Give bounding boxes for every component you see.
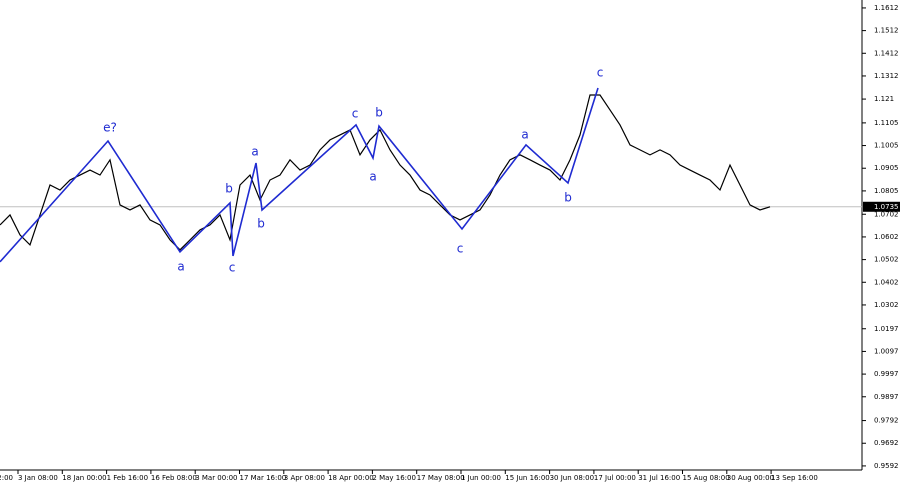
- x-tick-label: 17 Mar 16:00: [240, 474, 287, 482]
- x-tick-label: 3 Apr 08:00: [284, 474, 325, 482]
- y-tick-label: 1.0502: [874, 256, 899, 264]
- x-tick-label: 3 Mar 00:00: [195, 474, 237, 482]
- x-tick-label: 2 May 16:00: [372, 474, 416, 482]
- wave-label: e?: [103, 121, 117, 135]
- wave-label: b: [564, 191, 572, 205]
- wave-label: a: [251, 145, 258, 159]
- y-tick-label: 1.1005: [874, 142, 899, 150]
- wave-line: [0, 87, 599, 263]
- price-tag-label: 1.0735: [874, 203, 899, 211]
- x-tick-label: 30 Aug 00:00: [727, 474, 774, 482]
- wave-label: a: [521, 128, 528, 142]
- wave-label: c: [352, 107, 359, 121]
- y-tick-label: 0.9592: [874, 462, 899, 470]
- y-tick-label: 0.9792: [874, 417, 899, 425]
- y-tick-label: 1.0905: [874, 164, 899, 172]
- y-tick-label: 1.1512: [874, 27, 899, 35]
- x-tick-label: 2:00: [0, 474, 13, 482]
- x-tick-label: 15 Jun 16:00: [505, 474, 549, 482]
- x-tick-label: 17 Jul 00:00: [594, 474, 636, 482]
- y-tick-label: 1.0097: [874, 347, 899, 355]
- wave-label: a: [369, 170, 376, 184]
- y-tick-label: 1.121: [874, 95, 894, 103]
- x-tick-label: 30 Jun 08:00: [550, 474, 594, 482]
- y-tick-label: 1.1612: [874, 4, 899, 12]
- y-tick-label: 1.1105: [874, 119, 899, 127]
- y-tick-label: 1.0702: [874, 210, 899, 218]
- y-tick-label: 1.0602: [874, 233, 899, 241]
- price-tag: [863, 201, 900, 212]
- y-tick-label: 1.0805: [874, 187, 899, 195]
- wave-label: c: [229, 261, 236, 275]
- x-tick-label: 1 Jun 00:00: [461, 474, 501, 482]
- y-tick-label: 0.9897: [874, 393, 899, 401]
- y-tick-label: 0.9692: [874, 439, 899, 447]
- y-tick-label: 1.1412: [874, 49, 899, 57]
- y-tick-label: 1.0302: [874, 301, 899, 309]
- price-line: [0, 94, 771, 251]
- x-tick-label: 15 Aug 08:00: [683, 474, 730, 482]
- y-tick-label: 1.0402: [874, 278, 899, 286]
- wave-label: a: [177, 260, 184, 274]
- x-tick-label: 31 Jul 16:00: [638, 474, 680, 482]
- y-tick-label: 1.1312: [874, 72, 899, 80]
- x-tick-label: 17 May 08:00: [417, 474, 465, 482]
- x-tick-label: 16 Feb 08:00: [151, 474, 197, 482]
- wave-label: c: [457, 242, 464, 256]
- x-tick-label: 3 Jan 08:00: [18, 474, 58, 482]
- y-tick-label: 1.0197: [874, 325, 899, 333]
- x-tick-label: 1 Feb 16:00: [107, 474, 148, 482]
- wave-label: b: [375, 106, 383, 120]
- y-tick-label: 0.9997: [874, 370, 899, 378]
- wave-label: c: [597, 66, 604, 80]
- wave-label: b: [225, 182, 233, 196]
- wave-label: b: [257, 217, 265, 231]
- x-tick-label: 13 Sep 16:00: [771, 474, 818, 482]
- x-tick-label: 18 Apr 00:00: [328, 474, 374, 482]
- x-tick-label: 18 Jan 00:00: [62, 474, 106, 482]
